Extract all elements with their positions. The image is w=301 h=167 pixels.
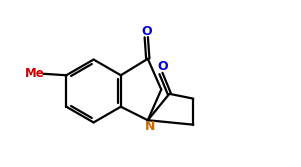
Text: N: N <box>145 120 155 133</box>
Text: Me: Me <box>25 67 45 80</box>
Text: O: O <box>141 25 152 38</box>
Text: O: O <box>157 60 168 73</box>
